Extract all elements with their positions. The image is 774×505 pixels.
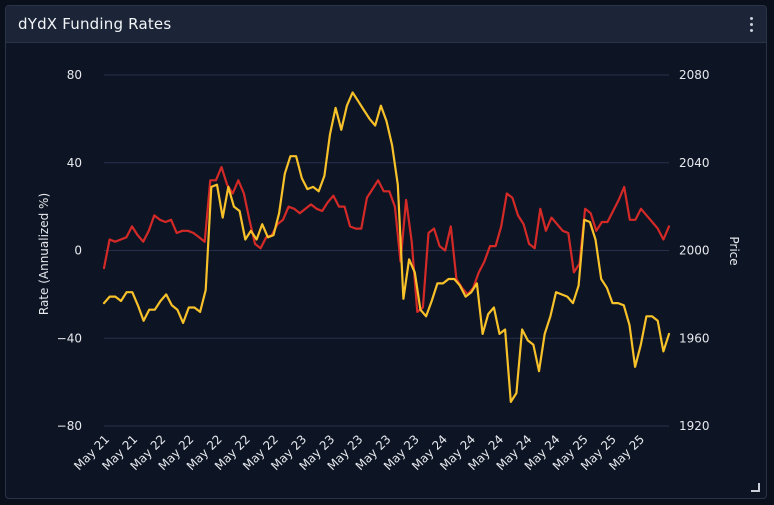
y-tick-label: 40 [67, 156, 82, 170]
panel-title: dYdX Funding Rates [18, 15, 172, 33]
resize-handle-icon[interactable] [751, 483, 760, 492]
y-tick-label: 0 [74, 244, 82, 258]
y2-tick-label: 2080 [679, 68, 710, 82]
y2-tick-label: 2000 [679, 244, 710, 258]
y-axis-label: Rate (Annualized %) [37, 193, 51, 315]
chart-panel: dYdX Funding Rates 80 40 0 −40 −80 2080 2040 2… [5, 5, 767, 499]
y-tick-label: −40 [57, 331, 82, 345]
price-line [102, 91, 671, 403]
y2-tick-label: 2040 [679, 156, 710, 170]
y2-tick-label: 1960 [679, 331, 710, 345]
y2-axis-label: Price [727, 236, 741, 265]
panel-header: dYdX Funding Rates [6, 6, 766, 43]
y2-tick-label: 1920 [679, 419, 710, 433]
y-tick-label: −80 [57, 419, 82, 433]
y-tick-label: 80 [67, 68, 82, 82]
more-options-icon[interactable] [744, 14, 758, 34]
funding-rate-line [102, 166, 671, 313]
